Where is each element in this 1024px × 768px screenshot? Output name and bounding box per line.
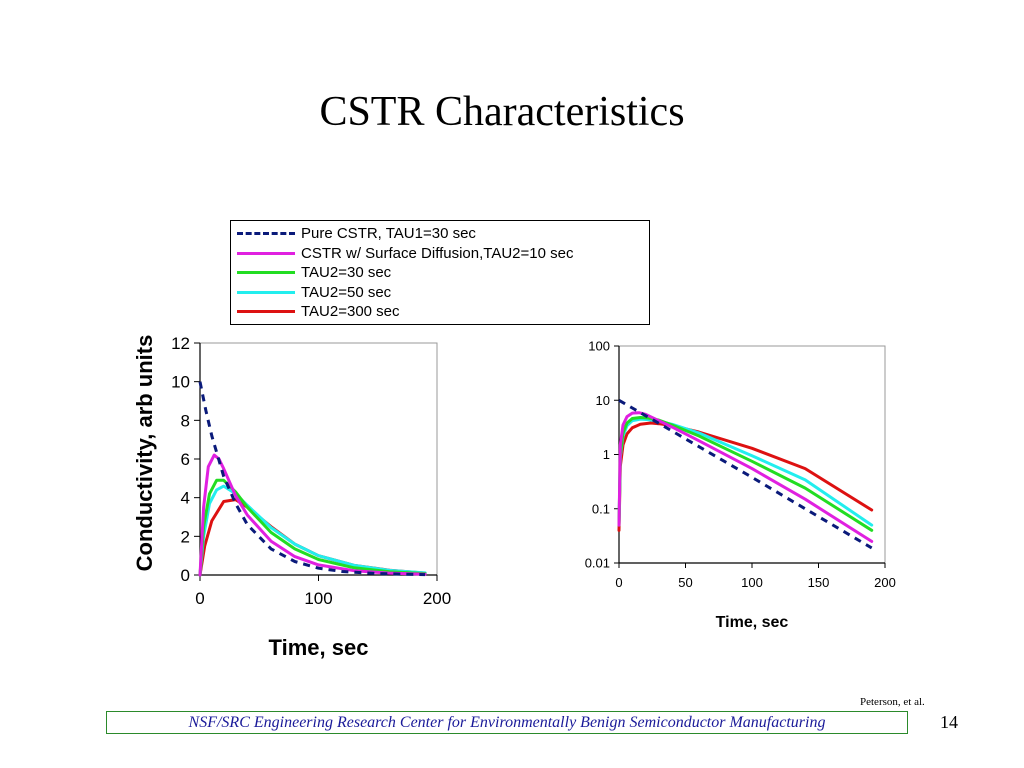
x-tick-label: 100 [741,575,763,590]
y-tick-label: 2 [181,527,190,546]
legend-swatch [237,310,295,314]
legend-swatch [237,251,295,255]
legend: Pure CSTR, TAU1=30 sec CSTR w/ Surface D… [230,220,650,325]
x-tick-label: 100 [304,589,332,608]
legend-item: TAU2=300 sec [237,302,649,322]
y-tick-label: 12 [171,334,190,353]
author-credit: Peterson, et al. [860,696,925,708]
legend-item: CSTR w/ Surface Diffusion,TAU2=10 sec [237,244,649,264]
y-tick-label: 4 [181,489,190,508]
y-tick-label: 10 [596,393,610,408]
y-axis-label: Conductivity, arb units [132,335,157,572]
legend-swatch [237,271,295,275]
footer-banner: NSF/SRC Engineering Research Center for … [106,711,908,734]
x-tick-label: 150 [808,575,830,590]
series-line [198,453,427,577]
legend-item: TAU2=30 sec [237,263,649,283]
series-line [198,478,427,577]
legend-label: CSTR w/ Surface Diffusion,TAU2=10 sec [301,244,574,262]
series-line [618,399,873,550]
x-tick-label: 200 [423,589,451,608]
legend-item: TAU2=50 sec [237,283,649,303]
y-tick-label: 10 [171,373,190,392]
x-tick-label: 0 [195,589,204,608]
legend-swatch [237,290,295,294]
legend-item: Pure CSTR, TAU1=30 sec [237,224,649,244]
series-line [198,381,426,577]
y-tick-label: 0.01 [585,556,610,571]
y-tick-label: 8 [181,411,190,430]
x-axis-label: Time, sec [269,635,369,660]
x-tick-label: 200 [874,575,896,590]
y-tick-label: 0.1 [592,501,610,516]
x-tick-label: 50 [678,575,692,590]
slide-title: CSTR Characteristics [319,89,685,135]
legend-label: TAU2=30 sec [301,264,392,282]
y-tick-label: 100 [588,339,610,354]
y-tick-label: 6 [181,450,190,469]
page-number: 14 [940,712,958,732]
series-line [617,411,874,543]
y-tick-label: 0 [181,566,190,585]
legend-label: TAU2=50 sec [301,283,392,301]
plot-frame [199,342,438,576]
legend-label: Pure CSTR, TAU1=30 sec [301,225,476,243]
x-axis-label: Time, sec [716,614,789,631]
x-tick-label: 0 [615,575,622,590]
y-tick-label: 1 [603,447,610,462]
legend-swatch [237,232,295,236]
legend-label: TAU2=300 sec [301,303,400,321]
series-line [617,421,874,532]
